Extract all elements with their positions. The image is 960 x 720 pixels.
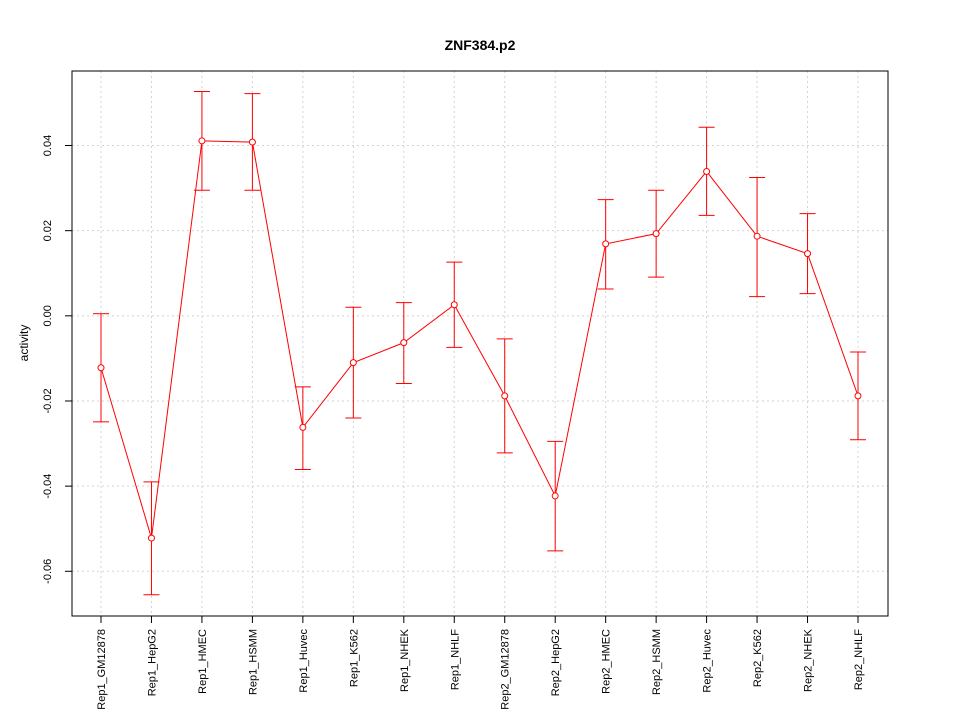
x-tick-label: Rep2_HMEC: [601, 629, 613, 694]
y-tick-label: -0.04: [42, 474, 54, 499]
series: [93, 90, 866, 596]
x-axis: Rep1_GM12878 Rep1_HepG2 Rep1_HMEC Rep1_HSMM…: [96, 616, 865, 710]
y-axis: -0.06 -0.04 -0.02 0.00 0.02 0.04: [42, 135, 72, 584]
data-point: [349, 359, 357, 367]
data-point: [703, 167, 711, 175]
data-point: [551, 492, 559, 500]
data-point: [97, 364, 105, 372]
series-line: [100, 140, 859, 539]
y-tick-label: -0.02: [42, 388, 54, 413]
x-tick-label: Rep1_HepG2: [146, 629, 158, 696]
x-tick-label: Rep1_Huvec: [298, 629, 310, 693]
x-tick-label: Rep1_HSMM: [247, 629, 259, 695]
plot-frame: [71, 70, 889, 617]
data-point: [198, 137, 206, 145]
data-point: [753, 232, 761, 240]
data-point: [450, 301, 458, 309]
x-tick-label: Rep1_GM12878: [96, 629, 108, 710]
x-tick-label: Rep1_NHLF: [449, 629, 461, 690]
y-tick-label: 0.00: [42, 305, 54, 326]
x-tick-label: Rep2_NHEK: [803, 628, 815, 692]
data-point: [602, 240, 610, 248]
y-tick-label: 0.02: [42, 220, 54, 241]
y-tick-label: 0.04: [42, 135, 54, 156]
x-tick-label: Rep1_HMEC: [197, 629, 209, 694]
data-point: [652, 230, 660, 238]
data-point: [299, 423, 307, 431]
grid: [72, 71, 888, 616]
x-tick-label: Rep1_K562: [348, 629, 360, 687]
data-point: [501, 392, 509, 400]
data-point: [804, 250, 812, 258]
data-point: [147, 534, 155, 542]
x-tick-label: Rep2_GM12878: [500, 629, 512, 710]
x-tick-label: Rep2_K562: [752, 629, 764, 687]
data-point: [248, 138, 256, 146]
data-point: [400, 339, 408, 347]
x-tick-label: Rep1_NHEK: [399, 628, 411, 692]
x-tick-label: Rep2_HepG2: [550, 629, 562, 696]
x-tick-label: Rep2_HSMM: [651, 629, 663, 695]
x-tick-label: Rep2_NHLF: [853, 629, 865, 690]
chart-title: ZNF384.p2: [445, 37, 516, 53]
x-tick-label: Rep2_Huvec: [702, 629, 714, 693]
y-tick-label: -0.06: [42, 559, 54, 584]
data-point: [854, 392, 862, 400]
y-axis-label: activity: [17, 325, 31, 362]
